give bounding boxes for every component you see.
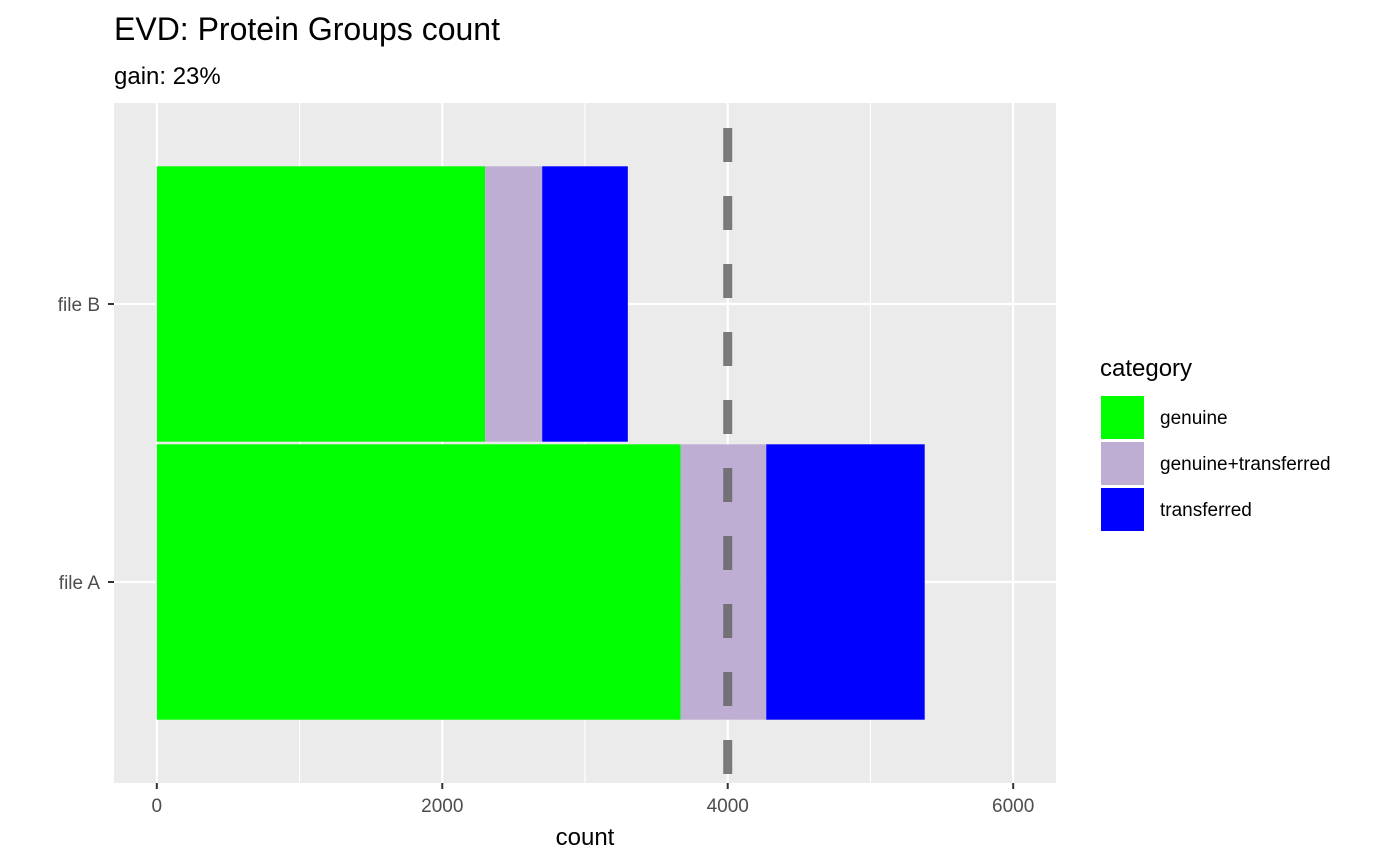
bars — [156, 166, 925, 720]
legend-swatch — [1101, 396, 1144, 439]
x-axis-title: count — [556, 824, 615, 851]
chart-title: EVD: Protein Groups count — [114, 11, 500, 47]
bar-transferred-file-a — [766, 444, 925, 720]
legend-label: genuine — [1160, 408, 1228, 429]
legend: category genuine genuine+transferred trans… — [1100, 355, 1331, 531]
bar-genuine-file-b — [156, 166, 486, 442]
bar-transferred-file-b — [542, 166, 628, 442]
legend-swatch — [1101, 442, 1144, 485]
x-tick-label: 4000 — [707, 796, 749, 817]
y-tick-label: file A — [59, 573, 101, 594]
y-tick-label: file B — [58, 295, 100, 316]
legend-title: category — [1100, 355, 1192, 382]
x-tick-label: 6000 — [992, 796, 1034, 817]
legend-label: genuine+transferred — [1160, 454, 1331, 475]
legend-label: transferred — [1160, 500, 1252, 521]
bar-genuine-file-a — [156, 444, 681, 720]
chart-subtitle: gain: 23% — [114, 63, 221, 90]
x-tick-label: 2000 — [421, 796, 463, 817]
legend-swatch — [1101, 488, 1144, 531]
bar-genuine-transferred-file-b — [485, 166, 543, 442]
y-axis: file A file B — [58, 295, 114, 594]
x-tick-label: 0 — [152, 796, 163, 817]
x-axis: 0 2000 4000 6000 — [152, 783, 1034, 817]
